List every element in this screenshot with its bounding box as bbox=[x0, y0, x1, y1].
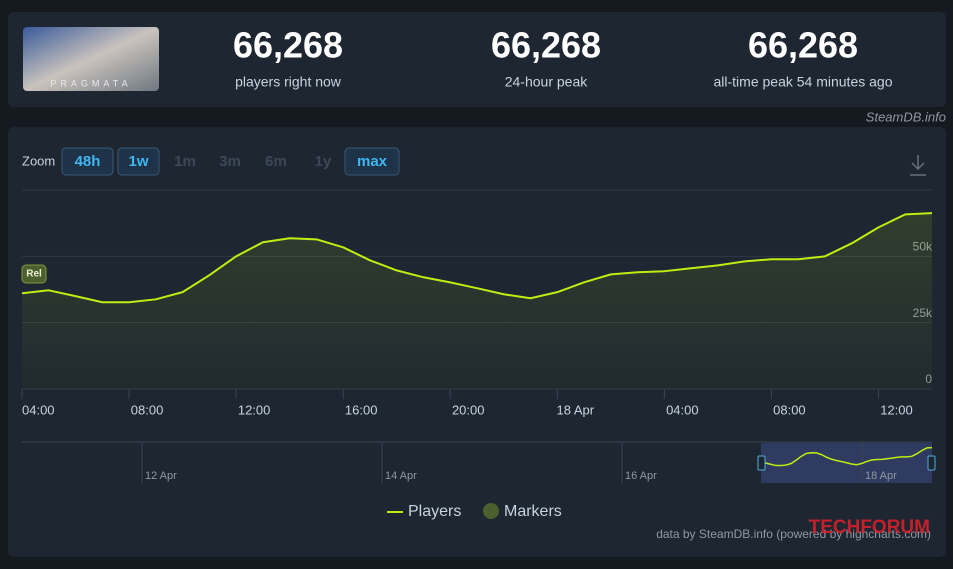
game-thumbnail bbox=[23, 27, 159, 91]
navigator-label: 14 Apr bbox=[385, 470, 417, 482]
zoom-button-bg[interactable] bbox=[61, 147, 114, 176]
x-tick-label: 20:00 bbox=[452, 402, 485, 417]
marker[interactable] bbox=[21, 264, 47, 284]
credits: data by SteamDB.info (powered by highcha… bbox=[656, 527, 931, 541]
download-icon[interactable] bbox=[910, 155, 926, 176]
zoom-button[interactable]: 6m bbox=[265, 153, 287, 170]
stat-value: 66,268 bbox=[491, 25, 601, 66]
legend-label[interactable]: Players bbox=[408, 503, 461, 520]
stat-label: all-time peak 54 minutes ago bbox=[714, 74, 893, 90]
zoom-button[interactable]: max bbox=[357, 153, 388, 170]
stat-label: 24-hour peak bbox=[505, 74, 589, 90]
zoom-button[interactable]: 3m bbox=[219, 153, 241, 170]
navigator-handle[interactable] bbox=[927, 455, 936, 471]
stat-value: 66,268 bbox=[748, 25, 858, 66]
navigator-label: 12 Apr bbox=[145, 470, 177, 482]
x-tick-label: 16:00 bbox=[345, 402, 378, 417]
x-tick-label: 18 Apr bbox=[556, 402, 594, 417]
legend-label[interactable]: Markers bbox=[504, 503, 562, 520]
stats-panel bbox=[8, 12, 946, 107]
legend-symbol bbox=[483, 503, 499, 519]
game-name: PRAGMATA bbox=[50, 78, 131, 88]
marker-label: Rel bbox=[26, 269, 42, 280]
zoom-button[interactable]: 1y bbox=[315, 153, 332, 170]
zoom-button-bg[interactable] bbox=[344, 147, 400, 176]
stat-value: 66,268 bbox=[233, 25, 343, 66]
source: SteamDB.info bbox=[866, 109, 946, 124]
zoom-button[interactable]: 1w bbox=[128, 153, 148, 170]
x-tick-label: 12:00 bbox=[880, 402, 913, 417]
navigator-label: 16 Apr bbox=[625, 470, 657, 482]
x-tick-label: 04:00 bbox=[666, 402, 699, 417]
navigator-handle[interactable] bbox=[757, 455, 766, 471]
zoom-button[interactable]: 48h bbox=[75, 153, 101, 170]
zoom-label: Zoom bbox=[22, 153, 55, 168]
x-tick-label: 12:00 bbox=[238, 402, 271, 417]
series-area bbox=[22, 213, 932, 389]
navigator-label: 18 Apr bbox=[865, 470, 897, 482]
watermark: TECHFORUM bbox=[809, 517, 930, 538]
series-line bbox=[21, 212, 933, 304]
x-tick-label: 08:00 bbox=[773, 402, 806, 417]
x-tick-label: 08:00 bbox=[131, 402, 164, 417]
navigator-line bbox=[760, 446, 933, 467]
x-tick-label: 04:00 bbox=[22, 402, 55, 417]
zoom-button-bg[interactable] bbox=[117, 147, 160, 176]
stat-label: players right now bbox=[235, 74, 342, 90]
zoom-button[interactable]: 1m bbox=[174, 153, 196, 170]
